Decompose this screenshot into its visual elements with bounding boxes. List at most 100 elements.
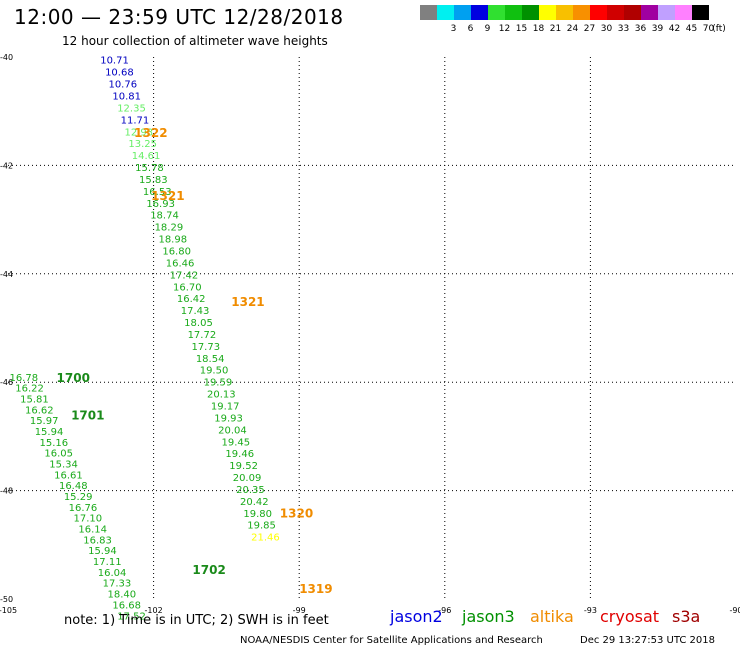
wave-height-value: 16.68 — [112, 600, 141, 611]
scale-label: 30 — [600, 24, 613, 34]
scale-swatch — [488, 5, 505, 20]
scale-label: 6 — [467, 24, 474, 34]
scale-label: 3 — [450, 24, 457, 34]
legend-jason3: jason3 — [462, 607, 515, 626]
lat-tick-label: -46 — [0, 378, 13, 387]
orbit-number-label: 1321 — [231, 295, 264, 309]
generated-timestamp: Dec 29 13:27:53 UTC 2018 — [580, 635, 715, 646]
wave-height-value: 19.50 — [200, 366, 229, 377]
wave-height-value: 16.14 — [78, 525, 107, 536]
wave-height-value: 15.94 — [88, 546, 117, 557]
wave-height-value: 16.04 — [98, 568, 127, 579]
wave-height-points: 10.7110.6810.7610.8112.3511.7112.9313.25… — [9, 56, 279, 623]
scale-label: 15 — [515, 24, 528, 34]
lon-tick-label: -90 — [729, 606, 740, 615]
lat-tick-label: -44 — [0, 270, 13, 279]
scale-label: 21 — [549, 24, 562, 34]
wave-height-value: 19.80 — [243, 509, 272, 520]
scale-label: 33 — [617, 24, 630, 34]
wave-height-value: 18.98 — [158, 235, 187, 246]
orbit-number-label: 1322 — [134, 126, 167, 140]
footer-note: note: 1) Time is in UTC; 2) SWH is in fe… — [64, 613, 329, 628]
legend-altika: altika — [530, 607, 574, 626]
wave-height-value: 20.42 — [240, 497, 269, 508]
scale-swatch — [539, 5, 556, 20]
scale-swatch — [590, 5, 607, 20]
orbit-number-label: 1700 — [57, 371, 90, 385]
lon-tick-label: -93 — [584, 606, 597, 615]
wave-height-value: 17.42 — [170, 270, 199, 281]
scale-swatch — [437, 5, 454, 20]
lon-tick-label: -96 — [438, 606, 451, 615]
scale-swatch — [607, 5, 624, 20]
wave-height-value: 16.83 — [83, 535, 112, 546]
scale-label: 27 — [583, 24, 596, 34]
wave-height-value: 20.09 — [233, 473, 262, 484]
scale-label: 42 — [668, 24, 681, 34]
wave-height-value: 16.22 — [15, 384, 44, 395]
wave-height-value: 15.29 — [64, 492, 93, 503]
scale-swatch — [420, 5, 437, 20]
wave-height-value: 21.46 — [251, 533, 280, 544]
wave-height-value: 20.35 — [236, 485, 265, 496]
scale-label: 39 — [651, 24, 664, 34]
credit-line: NOAA/NESDIS Center for Satellite Applica… — [240, 635, 543, 646]
lon-tick-label: -102 — [145, 606, 163, 615]
wave-height-value: 16.46 — [166, 258, 195, 269]
wave-height-value: 15.81 — [20, 394, 49, 405]
wave-height-value: 16.61 — [54, 470, 83, 481]
wave-height-value: 11.71 — [121, 115, 150, 126]
wave-height-value: 16.05 — [44, 449, 73, 460]
scale-swatch — [624, 5, 641, 20]
wave-height-value: 16.80 — [162, 246, 191, 257]
orbit-number-label: 1319 — [299, 582, 332, 596]
scale-label: 9 — [484, 24, 491, 34]
lat-tick-label: -42 — [0, 161, 13, 170]
scale-swatch — [675, 5, 692, 20]
wave-height-value: 17.33 — [103, 579, 132, 590]
lon-tick-label: -105 — [0, 606, 17, 615]
page-title: 12:00 — 23:59 UTC 12/28/2018 — [14, 5, 344, 29]
scale-swatch — [505, 5, 522, 20]
wave-height-value: 16.78 — [9, 373, 38, 384]
scale-swatch — [573, 5, 590, 20]
lat-tick-label: -40 — [0, 53, 13, 62]
wave-height-value: 10.68 — [105, 68, 134, 79]
scale-label: 18 — [532, 24, 545, 34]
wave-height-value: 15.94 — [35, 427, 64, 438]
lat-tick-label: -48 — [0, 487, 13, 496]
orbit-number-label: 1702 — [192, 563, 225, 577]
wave-height-value: 17.73 — [191, 342, 220, 353]
scale-label: 12 — [498, 24, 511, 34]
wave-height-value: 15.78 — [135, 163, 164, 174]
wave-height-value: 16.70 — [173, 282, 202, 293]
wave-height-value: 18.29 — [155, 223, 184, 234]
wave-height-value: 19.46 — [225, 449, 254, 460]
scale-label: 36 — [634, 24, 647, 34]
wave-height-value: 10.71 — [100, 56, 129, 67]
scale-swatch — [556, 5, 573, 20]
scale-label: 45 — [685, 24, 698, 34]
wave-height-value: 16.53 — [143, 187, 172, 198]
legend-jason2: jason2 — [390, 607, 443, 626]
wave-height-value: 18.40 — [107, 590, 136, 601]
wave-height-value: 13.25 — [128, 139, 157, 150]
wave-height-value: 12.93 — [124, 127, 153, 138]
scale-swatch — [471, 5, 488, 20]
scale-swatch — [658, 5, 675, 20]
scale-unit: (ft) — [712, 24, 726, 34]
wave-height-value: 18.05 — [184, 318, 213, 329]
orbit-number-label: 1320 — [280, 506, 313, 520]
wave-height-value: 19.93 — [214, 413, 243, 424]
scale-label: 70 — [702, 24, 715, 34]
orbit-labels: 1322 1321 1321 1700 1701 1702 1320 1319 — [57, 126, 333, 596]
wave-height-value: 16.93 — [146, 199, 175, 210]
wave-height-value: 16.76 — [69, 503, 98, 514]
wave-height-value: 17.11 — [93, 557, 122, 568]
wave-height-value: 18.54 — [196, 354, 225, 365]
wave-height-value: 15.16 — [40, 438, 69, 449]
wave-height-value: 17.72 — [188, 330, 217, 341]
scale-swatch — [692, 5, 709, 20]
legend-s3a: s3a — [672, 607, 701, 626]
